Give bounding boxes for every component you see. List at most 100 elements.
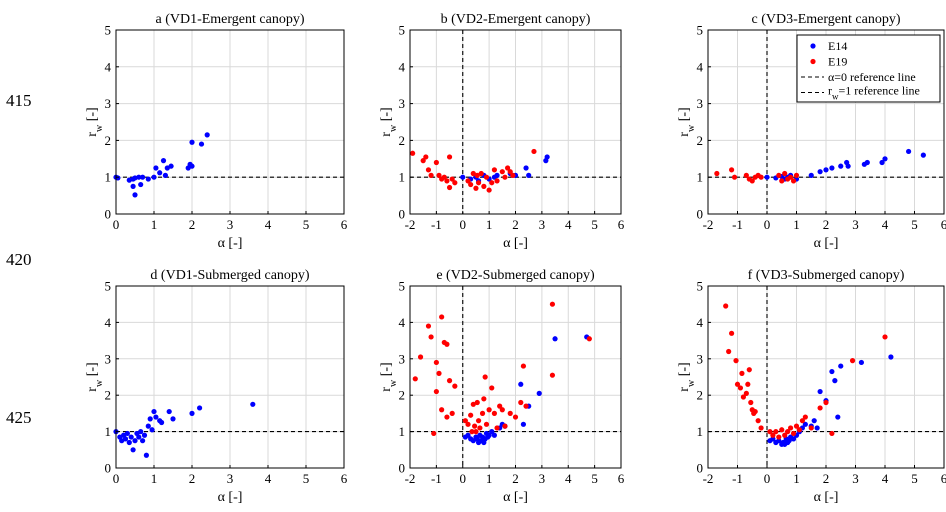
data-point-e19	[475, 180, 482, 186]
data-point-e19	[737, 385, 744, 391]
data-point-e14	[838, 163, 844, 169]
x-tick-label: 1	[151, 217, 158, 232]
y-tick-label: 2	[697, 388, 704, 403]
data-point-e14	[198, 141, 205, 147]
data-point-e19	[502, 423, 508, 429]
x-tick-label: 2	[823, 217, 830, 232]
data-point-e19	[714, 170, 720, 177]
data-point-e19	[504, 165, 511, 171]
data-point-e19	[481, 183, 487, 189]
data-point-e14	[130, 183, 136, 189]
y-tick-label: 1	[105, 424, 112, 439]
data-point-e19	[473, 429, 479, 435]
y-tick-label: 1	[697, 424, 704, 439]
data-point-e14	[790, 436, 797, 442]
data-point-e14	[814, 425, 820, 431]
data-point-e19	[788, 174, 794, 180]
data-point-e14	[494, 172, 500, 178]
x-tick-label: 3	[852, 471, 859, 486]
data-point-e19	[499, 407, 505, 413]
data-point-e19	[745, 381, 751, 387]
y-tick-label: 3	[399, 351, 406, 366]
data-point-e19	[477, 425, 483, 431]
data-point-e19	[410, 150, 416, 156]
x-axis-label: α [-]	[814, 236, 839, 251]
data-point-e14	[189, 410, 195, 416]
data-point-e14	[124, 430, 130, 437]
x-tick-label: 0	[764, 471, 771, 486]
y-tick-label: 0	[105, 207, 112, 222]
data-point-e19	[436, 172, 442, 178]
data-point-e19	[444, 414, 450, 420]
line-number-425: 425	[6, 408, 32, 427]
data-point-e14	[770, 436, 776, 442]
data-point-e19	[779, 178, 785, 184]
data-point-e14	[811, 418, 817, 424]
data-point-e14	[141, 432, 148, 438]
data-point-e14	[460, 174, 466, 180]
y-tick-label: 4	[697, 315, 704, 330]
x-axis-label: α [-]	[503, 236, 528, 251]
data-point-e19	[474, 399, 480, 406]
data-point-e14	[140, 438, 146, 444]
data-point-e14	[151, 174, 157, 180]
data-point-e14	[197, 405, 203, 411]
data-point-e14	[145, 176, 151, 182]
x-tick-label: 2	[512, 217, 519, 232]
y-tick-label: 0	[697, 461, 704, 476]
x-tick-label: 6	[618, 471, 625, 486]
data-point-e14	[838, 363, 844, 369]
data-point-e19	[733, 358, 739, 364]
data-point-e14	[486, 432, 492, 438]
x-tick-label: 2	[189, 217, 196, 232]
data-point-e19	[423, 154, 429, 160]
data-point-e19	[776, 172, 782, 178]
data-point-e19	[494, 178, 500, 184]
data-point-e19	[799, 418, 806, 424]
data-point-e19	[462, 418, 468, 424]
x-tick-label: 1	[793, 217, 800, 232]
y-tick-label: 4	[399, 315, 406, 330]
data-point-e19	[481, 396, 487, 402]
y-tick-label: 5	[105, 279, 112, 294]
data-point-e14	[832, 378, 838, 384]
data-point-e19	[731, 174, 738, 180]
data-point-e19	[468, 412, 474, 418]
data-point-e19	[507, 410, 513, 416]
data-point-e14	[536, 390, 542, 396]
y-tick-label: 3	[399, 96, 406, 111]
data-point-e19	[465, 421, 471, 427]
data-point-e14	[817, 388, 823, 395]
y-tick-label: 0	[105, 461, 112, 476]
legend-marker-e19	[810, 58, 816, 65]
x-tick-label: -2	[405, 217, 416, 232]
data-point-e19	[446, 154, 453, 160]
data-point-e19	[482, 374, 488, 380]
data-point-e19	[510, 172, 516, 178]
y-tick-label: 0	[399, 207, 406, 222]
data-point-e14	[160, 158, 167, 164]
legend-label: rw=1 reference line	[828, 84, 920, 102]
y-tick-label: 5	[697, 23, 704, 38]
x-tick-label: 4	[882, 217, 889, 232]
data-point-e19	[449, 176, 455, 182]
x-tick-label: 5	[591, 471, 598, 486]
data-point-e14	[147, 416, 153, 422]
y-tick-label: 2	[399, 388, 406, 403]
data-point-e19	[520, 363, 527, 369]
data-point-e19	[449, 410, 455, 416]
data-point-e14	[776, 438, 782, 444]
data-point-e19	[475, 418, 482, 424]
data-point-e19	[489, 180, 495, 186]
data-point-e19	[793, 172, 800, 178]
subplot-e: -2 -1 0 1 2 3 4 5 6 0 1 2 3 4 5 e (VD2-Submerged canopy…	[379, 268, 625, 505]
legend-label: E19	[828, 55, 847, 69]
y-tick-label: 5	[105, 23, 112, 38]
data-point-e14	[829, 165, 835, 171]
x-axis-label: α [-]	[814, 490, 839, 505]
data-point-e19	[788, 425, 794, 431]
y-tick-label: 2	[399, 133, 406, 148]
legend-marker-e14	[810, 43, 816, 49]
data-point-e19	[425, 167, 432, 173]
